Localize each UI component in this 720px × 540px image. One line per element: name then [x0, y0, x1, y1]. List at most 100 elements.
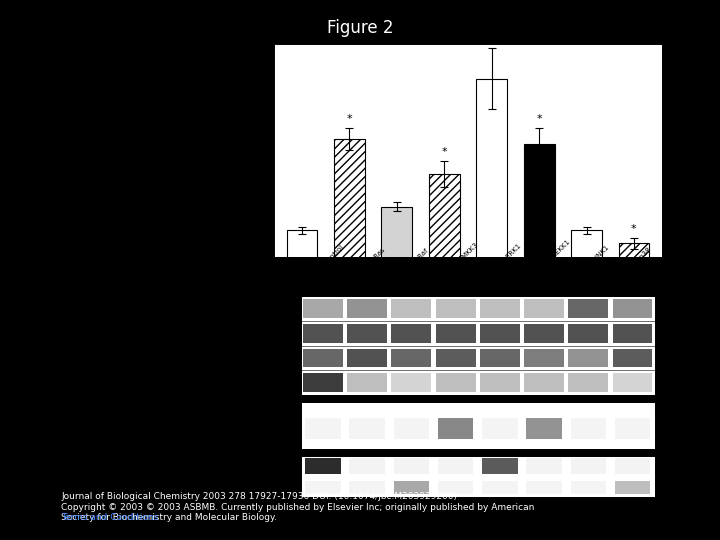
Text: HO-2: HO-2: [276, 354, 297, 362]
Bar: [568, 323, 608, 342]
Bar: [349, 418, 385, 440]
Text: + JNK1: + JNK1: [587, 15, 611, 39]
Text: + MEKK1: + MEKK1: [544, 239, 571, 266]
Bar: [394, 418, 429, 440]
Text: + MKK3: + MKK3: [456, 242, 480, 266]
Bar: [480, 374, 520, 393]
Text: Actin: Actin: [276, 329, 297, 338]
Bar: [526, 481, 562, 494]
Bar: [392, 299, 431, 318]
Text: + ERK1: + ERK1: [492, 13, 518, 39]
Bar: [524, 348, 564, 367]
Bar: [568, 348, 608, 367]
Text: HO-1: HO-1: [276, 303, 297, 313]
Bar: [570, 418, 606, 440]
Text: + p38: + p38: [632, 246, 652, 266]
Bar: [526, 418, 562, 440]
Bar: [480, 299, 520, 318]
Bar: [570, 458, 606, 474]
Text: + JNK1: + JNK1: [588, 244, 610, 266]
Bar: [571, 231, 602, 274]
Bar: [392, 348, 431, 367]
Bar: [394, 458, 429, 474]
Bar: [524, 299, 564, 318]
Bar: [615, 458, 650, 474]
Bar: [613, 299, 652, 318]
Text: Flag: Flag: [279, 472, 297, 481]
Text: *: *: [346, 114, 352, 124]
Bar: [347, 299, 387, 318]
Text: + Ras: + Ras: [367, 247, 386, 266]
Bar: [429, 174, 459, 274]
Text: Control: Control: [302, 14, 328, 39]
Text: Control: Control: [323, 244, 345, 266]
Text: ELSEVIER: ELSEVIER: [17, 499, 50, 504]
Bar: [613, 323, 652, 342]
Text: HA: HA: [285, 421, 297, 430]
Bar: [436, 323, 475, 342]
Bar: [301, 296, 654, 395]
Bar: [480, 348, 520, 367]
Bar: [568, 299, 608, 318]
Text: *: *: [536, 114, 542, 124]
Bar: [480, 323, 520, 342]
Bar: [615, 481, 650, 494]
Bar: [349, 458, 385, 474]
Bar: [613, 374, 652, 393]
Bar: [301, 402, 654, 449]
Bar: [477, 79, 507, 274]
Bar: [347, 348, 387, 367]
Text: + ERK1: + ERK1: [500, 243, 523, 266]
Bar: [526, 458, 562, 474]
Bar: [570, 481, 606, 494]
Bar: [334, 139, 365, 274]
Bar: [287, 231, 318, 274]
Bar: [524, 374, 564, 393]
Bar: [523, 144, 554, 274]
Bar: [394, 481, 429, 494]
Bar: [438, 481, 473, 494]
Text: A: A: [227, 26, 237, 39]
Bar: [303, 348, 343, 367]
Bar: [524, 323, 564, 342]
Bar: [618, 244, 649, 274]
Bar: [305, 458, 341, 474]
Bar: [305, 481, 341, 494]
Text: + Ras: + Ras: [349, 17, 372, 39]
Bar: [303, 299, 343, 318]
Bar: [438, 418, 473, 440]
Bar: [436, 374, 475, 393]
Text: Ras: Ras: [282, 379, 297, 387]
Bar: [392, 323, 431, 342]
Bar: [303, 374, 343, 393]
Bar: [615, 418, 650, 440]
Bar: [349, 481, 385, 494]
Text: *: *: [489, 34, 495, 44]
Text: + p38: + p38: [634, 17, 657, 39]
Text: B: B: [270, 268, 279, 281]
Text: *: *: [631, 224, 636, 234]
Text: Figure 2: Figure 2: [327, 19, 393, 37]
Bar: [482, 458, 518, 474]
Bar: [436, 299, 475, 318]
Bar: [482, 481, 518, 494]
Text: + Raf: + Raf: [397, 18, 418, 39]
Bar: [392, 374, 431, 393]
Bar: [347, 374, 387, 393]
Text: *: *: [441, 147, 447, 157]
Bar: [301, 456, 654, 497]
Text: + MEKK1: + MEKK1: [539, 9, 570, 39]
Text: + Raf: + Raf: [411, 248, 429, 266]
Bar: [438, 458, 473, 474]
Bar: [303, 323, 343, 342]
Bar: [305, 418, 341, 440]
Bar: [347, 323, 387, 342]
Bar: [436, 348, 475, 367]
Text: Terms and Conditions: Terms and Conditions: [61, 513, 158, 522]
Y-axis label: Protein level [%]: Protein level [%]: [238, 110, 247, 191]
Bar: [382, 207, 413, 274]
Text: Journal of Biological Chemistry 2003 278 17927-17936 DOI: (10.1074/jbc.M20392920: Journal of Biological Chemistry 2003 278…: [61, 492, 534, 522]
Bar: [568, 374, 608, 393]
Text: + MKK3: + MKK3: [444, 12, 472, 39]
Bar: [482, 418, 518, 440]
